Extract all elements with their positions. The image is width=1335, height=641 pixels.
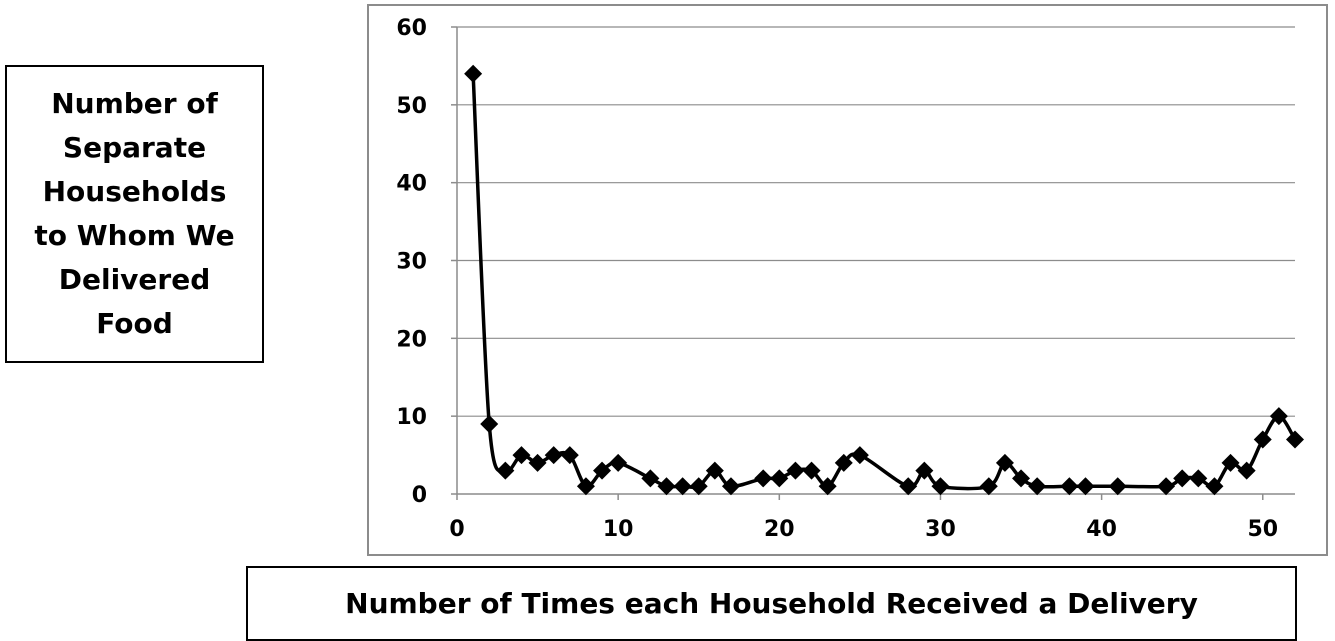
data-point-marker [528, 453, 547, 472]
data-point-marker [1157, 477, 1176, 496]
x-tick-label: 10 [603, 517, 634, 542]
data-point-marker [1028, 477, 1047, 496]
y-axis-label-line: Number of [51, 87, 218, 120]
y-tick-label: 0 [412, 483, 427, 508]
data-point-marker [1012, 469, 1031, 488]
data-point-marker [754, 469, 773, 488]
data-point-marker [770, 469, 789, 488]
data-point-marker [1108, 477, 1127, 496]
data-point-marker [931, 477, 950, 496]
y-tick-label: 30 [396, 250, 427, 275]
y-axis-label-line: to Whom We [34, 219, 235, 252]
data-point-marker [641, 469, 660, 488]
y-axis-label: Number of Separate Households to Whom We Del… [15, 82, 255, 346]
data-point-marker [512, 446, 531, 465]
data-point-marker [1237, 461, 1256, 480]
data-point-marker [576, 477, 595, 496]
data-point-marker [657, 477, 676, 496]
data-point-marker [818, 477, 837, 496]
data-point-marker [1205, 477, 1224, 496]
x-axis-label-box: Number of Times each Household Received … [246, 566, 1297, 641]
data-point-marker [689, 477, 708, 496]
data-point-marker [899, 477, 918, 496]
data-point-marker [995, 453, 1014, 472]
x-tick-label: 40 [1086, 517, 1117, 542]
data-point-marker [1221, 453, 1240, 472]
y-axis-label-box: Number of Separate Households to Whom We Del… [5, 65, 264, 363]
data-point-marker [1060, 477, 1079, 496]
data-point-marker [1173, 469, 1192, 488]
y-axis-label-line: Food [96, 307, 173, 340]
data-point-marker [850, 446, 869, 465]
data-point-marker [1286, 430, 1304, 449]
x-tick-label: 30 [925, 517, 956, 542]
data-point-marker [560, 446, 579, 465]
data-point-marker [1189, 469, 1208, 488]
plot-area: 0 10 20 30 40 50 60 0 10 20 30 40 50 [367, 4, 1328, 556]
data-point-marker [593, 461, 612, 480]
y-tick-label: 20 [396, 327, 427, 352]
y-tick-label: 10 [396, 405, 427, 430]
y-axis-label-line: Delivered [58, 263, 211, 296]
data-point-marker [464, 64, 483, 83]
y-axis-label-line: Households [42, 175, 227, 208]
data-point-marker [673, 477, 692, 496]
data-point-marker [721, 477, 740, 496]
data-point-marker [544, 446, 563, 465]
y-axis-label-line: Separate [62, 131, 207, 164]
series-line [471, 73, 1297, 491]
data-point-marker [1253, 430, 1272, 449]
x-tick-label: 0 [449, 517, 464, 542]
data-point-marker [609, 453, 628, 472]
x-tick-label: 50 [1247, 517, 1278, 542]
data-point-marker [979, 477, 998, 496]
data-point-marker [705, 461, 724, 480]
y-tick-label: 60 [396, 16, 427, 41]
data-point-marker [480, 414, 499, 433]
y-tick-label: 40 [396, 172, 427, 197]
data-point-marker [802, 461, 821, 480]
y-tick-label: 50 [396, 94, 427, 119]
data-point-marker [1076, 477, 1095, 496]
data-point-marker [496, 461, 515, 480]
data-point-marker [834, 453, 853, 472]
data-point-marker [786, 461, 805, 480]
data-point-marker [1269, 407, 1288, 426]
x-axis-label: Number of Times each Household Received … [345, 587, 1198, 620]
line-chart: 0 10 20 30 40 50 60 0 10 20 30 40 50 [396, 16, 1304, 542]
x-tick-label: 20 [764, 517, 795, 542]
data-point-marker [915, 461, 934, 480]
